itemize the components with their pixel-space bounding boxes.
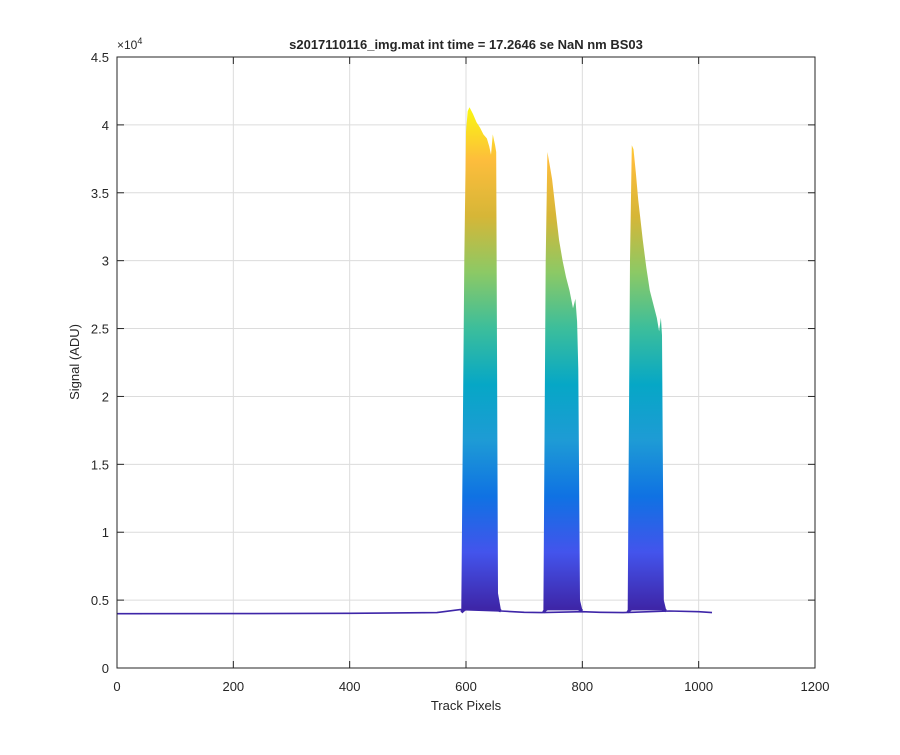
labels: ×104 s2017110116_img.mat int time = 17.2… [67,36,643,713]
x-tick-label: 400 [339,679,361,694]
peak-band-1-base [460,607,502,614]
y-tick-label: 0.5 [91,593,109,608]
peak-band-3 [627,145,667,613]
peak-band-2-base [542,607,584,614]
y-tick-label: 0 [102,661,109,676]
peak-band-2 [543,152,583,613]
y-tick-label: 3 [102,254,109,269]
y-tick-label: 3.5 [91,186,109,201]
x-axis-label: Track Pixels [431,698,502,713]
x-tick-label: 200 [222,679,244,694]
data-layer [116,107,713,615]
x-tick-label: 600 [455,679,477,694]
peak-band-3-base [626,607,667,614]
x-tick-label: 1200 [801,679,830,694]
y-axis-label: Signal (ADU) [67,324,82,400]
chart-title: s2017110116_img.mat int time = 17.2646 s… [289,37,643,52]
peak-band-1 [461,107,501,613]
y-tick-label: 1.5 [91,457,109,472]
ticks: 0 200 400 600 800 1000 1200 0 0.5 1 1.5 2 2.5 3 3.5 4 4.… [91,50,830,694]
x-tick-label: 800 [571,679,593,694]
y-tick-label: 4.5 [91,50,109,65]
baseline-trace [116,608,713,615]
y-exponent: 4 [137,36,142,46]
y-exponent-label: ×104 [117,36,142,52]
y-tick-label: 4 [102,118,109,133]
y-tick-label: 2 [102,389,109,404]
y-tick-label: 1 [102,525,109,540]
x-tick-label: 1000 [684,679,713,694]
x-tick-label: 0 [113,679,120,694]
y-tick-label: 2.5 [91,322,109,337]
